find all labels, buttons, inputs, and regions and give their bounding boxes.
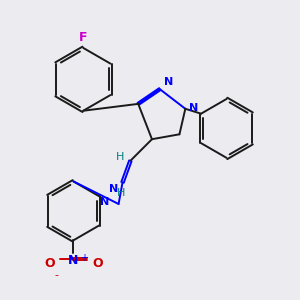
- Text: F: F: [79, 31, 88, 44]
- Text: +: +: [80, 253, 88, 263]
- Text: H: H: [117, 188, 125, 198]
- Text: O: O: [44, 257, 55, 270]
- Text: N: N: [189, 103, 199, 113]
- Text: N: N: [164, 77, 173, 87]
- Text: H: H: [116, 152, 124, 162]
- Text: O: O: [92, 257, 103, 270]
- Text: N: N: [109, 184, 119, 194]
- Text: N: N: [100, 197, 109, 207]
- Text: N: N: [68, 254, 79, 267]
- Text: -: -: [55, 270, 59, 280]
